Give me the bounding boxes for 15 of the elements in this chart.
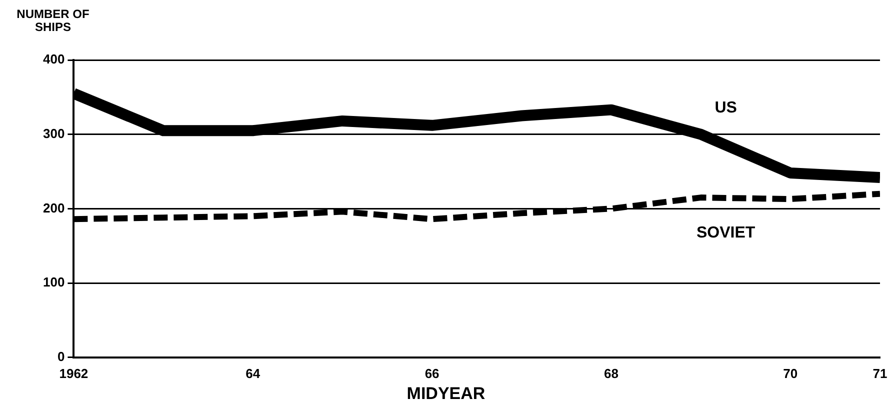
y-tick-label: 0 xyxy=(57,348,65,364)
series-label: SOVIET xyxy=(696,224,756,242)
x-tick-label: 1962 xyxy=(59,366,88,381)
series-label: US xyxy=(714,99,738,116)
x-axis-title: MIDYEAR xyxy=(406,384,486,404)
y-tick-label: 300 xyxy=(42,126,65,141)
y-tick-label: 100 xyxy=(42,274,65,290)
y-tick-label: 200 xyxy=(42,200,65,216)
x-tick-label: 68 xyxy=(604,366,618,381)
y-tick-label: 400 xyxy=(42,52,65,67)
x-tick-label: 64 xyxy=(246,366,261,381)
x-tick-label: 66 xyxy=(424,366,440,381)
y-axis-title: NUMBER OF SHIPS xyxy=(16,7,90,34)
x-tick-label: 70 xyxy=(783,366,798,381)
x-tick-label: 71 xyxy=(872,366,888,381)
